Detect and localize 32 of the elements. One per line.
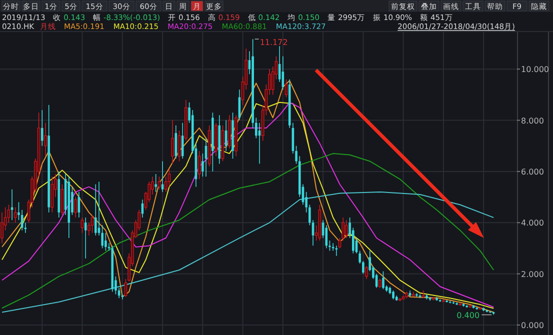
candlestick (154, 174, 157, 192)
candlestick (50, 176, 54, 213)
candlestick (358, 250, 361, 264)
candlestick (365, 266, 368, 280)
y-tick-label: 10.000 (521, 65, 549, 74)
candlestick (94, 184, 97, 236)
candlestick (362, 260, 364, 274)
candlestick (335, 245, 338, 256)
candlestick (422, 290, 425, 299)
candlestick (382, 270, 384, 290)
candlestick (448, 300, 452, 304)
candlestick (84, 217, 87, 259)
candlestick (158, 176, 161, 190)
candlestick (345, 220, 348, 238)
candlestick (14, 206, 17, 224)
candlestick (40, 110, 44, 146)
candlestick (74, 196, 78, 218)
candlestick (171, 120, 174, 164)
candlestick (104, 232, 107, 252)
line-series (2, 191, 494, 313)
annotation: 0.400 (456, 310, 480, 320)
y-tick-label: 0.000 (521, 321, 544, 330)
annotation: 11.172 (260, 38, 288, 48)
y-tick-label: 2.000 (521, 270, 544, 279)
candlestick (60, 184, 64, 216)
y-tick-label: 4.000 (521, 218, 544, 228)
candlestick (198, 150, 201, 180)
line-series (2, 153, 494, 309)
y-tick-label: 8.000 (521, 116, 544, 126)
candlestick (44, 122, 47, 157)
y-tick-label: 6.000 (521, 167, 544, 176)
candlestick (90, 214, 94, 234)
